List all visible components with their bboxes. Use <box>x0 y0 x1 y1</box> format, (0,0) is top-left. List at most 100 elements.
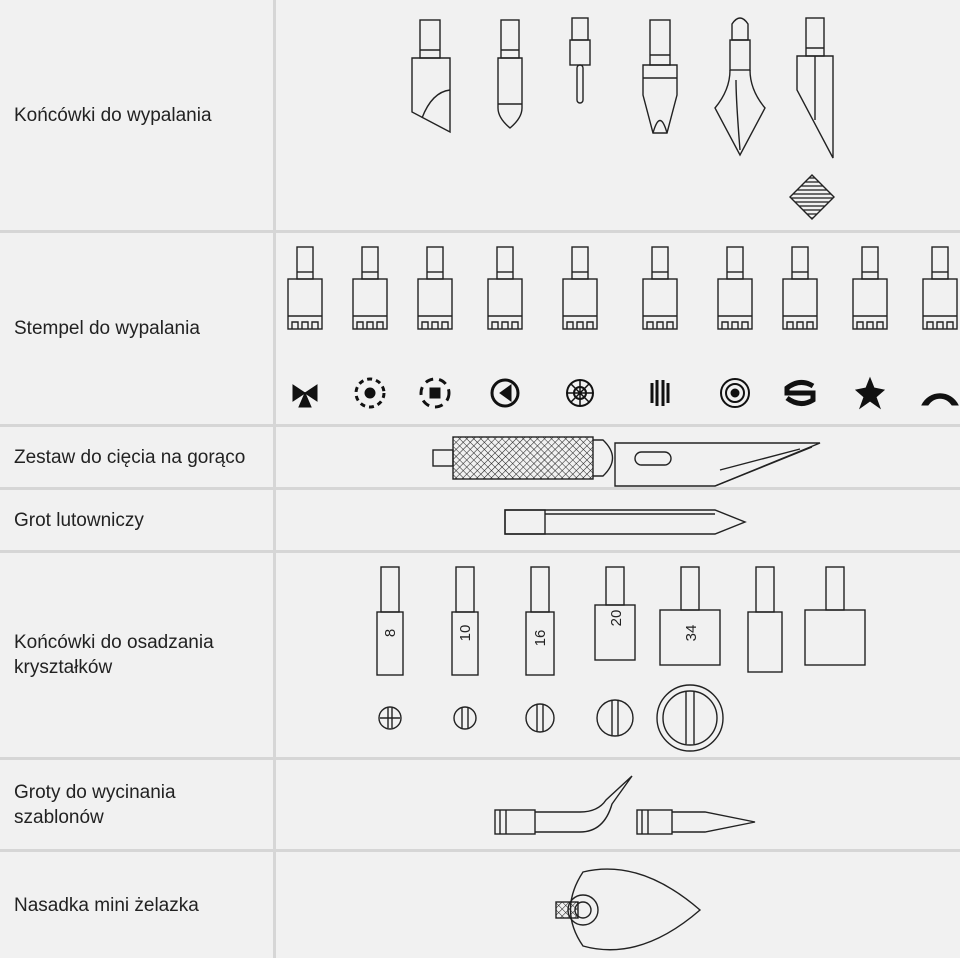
stamps-part <box>487 246 523 330</box>
crystal-tips-part <box>455 566 475 613</box>
stamp-patterns-part <box>650 380 670 406</box>
burning-tips-part <box>796 17 834 159</box>
burning-tips-part-part <box>419 19 441 59</box>
stamps-part <box>717 246 753 330</box>
hot-cutter-part <box>634 451 672 466</box>
label-cell: Zestaw do cięcia na gorąco <box>0 427 276 490</box>
stamps <box>287 246 958 330</box>
image-cell <box>276 0 960 233</box>
stamp-patterns-part <box>725 383 745 403</box>
size-label: 16 <box>532 630 549 647</box>
burning-tips-part-part <box>569 39 591 66</box>
stamp-patterns-part <box>419 377 451 409</box>
burning-tips-part <box>497 19 523 129</box>
burning-tips-part-part <box>411 57 451 134</box>
row-label: Stempel do wypalania <box>14 318 200 339</box>
crystal-faces-part <box>596 699 634 737</box>
row-label: Zestaw do cięcia na gorąco <box>14 446 246 468</box>
hot-cutter-part <box>432 449 454 467</box>
burning-tips-part <box>411 19 451 134</box>
crystal-tips-part <box>376 611 404 676</box>
crystal-tips-part <box>605 566 625 606</box>
soldering-tip-part <box>504 509 546 535</box>
crystal-tips-part <box>804 609 866 666</box>
label-cell: Stempel do wypalania <box>0 233 276 427</box>
row-label: Końcówki do osadzania kryształków <box>14 632 214 678</box>
hot-cutter-part <box>714 446 813 487</box>
stamps-part <box>562 246 598 330</box>
crystal-tips-part <box>594 604 636 661</box>
burning-tips <box>411 17 835 220</box>
crystal-tips-part <box>380 566 400 613</box>
hot-cutter <box>432 436 821 487</box>
burning-tips-part <box>569 17 591 104</box>
burning-tips-part-part <box>714 69 766 157</box>
row: Stempel do wypalania <box>0 233 960 427</box>
crystal-sizes: 8 10 16 20 34 <box>382 610 700 647</box>
label-cell: Końcówki do wypalania <box>0 0 276 233</box>
stamp-patterns-part <box>364 387 376 399</box>
crystal-faces-part <box>380 708 400 728</box>
hot-cutter-part <box>452 436 594 480</box>
image-cell <box>276 427 960 490</box>
burning-tips-part-part <box>421 89 451 119</box>
stamp-patterns-part <box>720 378 750 408</box>
burning-tips-part-part <box>652 119 668 134</box>
row-label: Końcówki do wypalania <box>14 104 212 126</box>
stamp-patterns-part <box>429 387 441 399</box>
crystal-faces-part <box>662 690 718 746</box>
size-label: 8 <box>382 629 399 637</box>
burning-tips-part-part <box>649 19 671 66</box>
burning-tips-part-part <box>642 64 678 134</box>
crystal-faces-part <box>611 701 619 735</box>
stencil-tips-part <box>641 810 649 834</box>
stamp-patterns-part <box>854 376 886 410</box>
stencil-tips-part <box>494 809 536 835</box>
crystal-tips-part <box>525 611 555 676</box>
burning-tips-part-part <box>805 17 825 57</box>
burning-tips-part-part <box>576 64 584 104</box>
crystal-tips-part <box>680 566 700 611</box>
image-cell <box>276 760 960 852</box>
stamp-patterns-part <box>921 393 959 406</box>
stamps-part <box>852 246 888 330</box>
size-label: 34 <box>683 625 700 642</box>
row: Grot lutowniczy <box>0 490 960 553</box>
label-cell: Końcówki do osadzania kryształków <box>0 553 276 760</box>
crystal-faces-part <box>453 706 477 730</box>
crystal-tips-part <box>451 611 479 676</box>
stamp-patterns-part <box>490 378 520 408</box>
burning-tips-part-part <box>729 39 751 71</box>
burning-tips-part <box>789 174 835 220</box>
crystal-tips-part <box>755 566 775 613</box>
crystal-tips-part <box>530 566 550 613</box>
hot-cutter-part <box>593 439 614 477</box>
burning-tips-part-part <box>500 19 520 59</box>
crystal-faces-part <box>525 703 555 733</box>
stamp-patterns-part <box>784 380 816 406</box>
stencil-tips-part <box>499 810 507 834</box>
burning-tips-part-part <box>731 17 749 41</box>
crystal-faces <box>378 684 724 752</box>
stamp-patterns-part <box>499 384 512 402</box>
burning-tips-part-part <box>735 79 741 151</box>
image-cell <box>276 490 960 553</box>
crystal-faces-part <box>656 684 724 752</box>
size-label: 10 <box>457 625 474 642</box>
stamp-patterns-part <box>567 380 593 406</box>
row: Końcówki do wypalania <box>0 0 960 233</box>
crystal-tips-part <box>659 609 721 666</box>
mini-iron-part <box>569 868 702 951</box>
crystal-faces-part <box>685 692 695 744</box>
stamp-patterns-part <box>292 384 318 408</box>
stencil-tips-part <box>535 775 633 833</box>
stamp-patterns-part <box>354 377 386 409</box>
stamps-part <box>782 246 818 330</box>
size-label: 20 <box>608 610 625 627</box>
stamp-patterns-part <box>730 388 740 398</box>
soldering-tip <box>504 509 747 535</box>
label-cell: Grot lutowniczy <box>0 490 276 553</box>
crystal-tips-part <box>825 566 845 611</box>
crystal-tips-part <box>747 611 783 673</box>
